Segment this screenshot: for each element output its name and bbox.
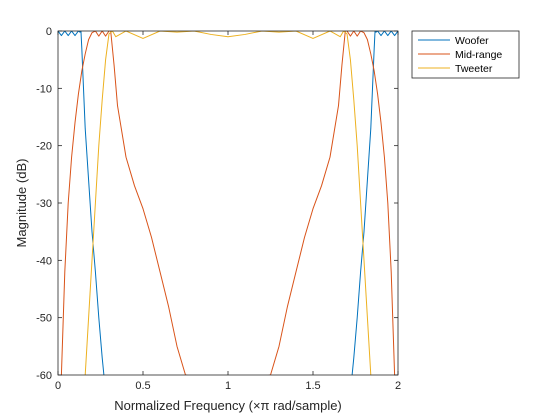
legend-label-woofer: Woofer bbox=[455, 35, 489, 47]
x-axis: 0 0.5 1 1.5 2 bbox=[55, 31, 401, 392]
x-axis-label: Normalized Frequency (×π rad/sample) bbox=[114, 398, 342, 413]
y-tick-label: -20 bbox=[36, 141, 52, 153]
legend-label-tweeter: Tweeter bbox=[455, 63, 493, 75]
x-tick-label: 0 bbox=[55, 380, 61, 392]
plot-area bbox=[58, 31, 398, 375]
series-group bbox=[58, 31, 398, 375]
x-tick-label: 1.5 bbox=[305, 380, 320, 392]
x-tick-label: 0.5 bbox=[135, 380, 150, 392]
y-tick-label: -30 bbox=[36, 198, 52, 210]
y-axis: 0 -10 -20 -30 -40 -50 -60 bbox=[36, 26, 398, 382]
y-tick-label: -40 bbox=[36, 255, 52, 267]
y-tick-label: -10 bbox=[36, 83, 52, 95]
legend: Woofer Mid-range Tweeter bbox=[411, 30, 520, 79]
x-tick-label: 2 bbox=[395, 380, 401, 392]
y-tick-label: -50 bbox=[36, 313, 52, 325]
series-line-tweeter bbox=[84, 31, 372, 375]
x-tick-label: 1 bbox=[225, 380, 231, 392]
y-tick-label: 0 bbox=[46, 26, 52, 38]
y-axis-label: Magnitude (dB) bbox=[14, 159, 29, 248]
legend-label-mid-range: Mid-range bbox=[455, 49, 502, 61]
y-tick-label: -60 bbox=[36, 370, 52, 382]
series-line-woofer bbox=[58, 31, 398, 375]
series-line-mid-range bbox=[60, 31, 396, 375]
